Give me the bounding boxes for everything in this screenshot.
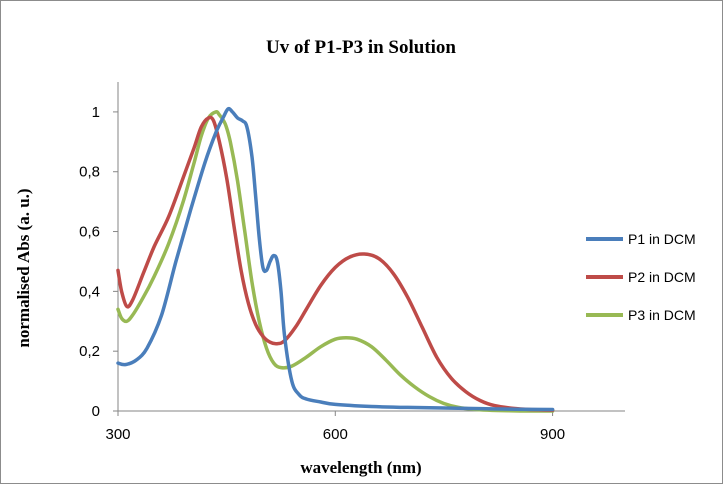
legend-label-p3: P3 in DCM [628, 307, 696, 323]
legend-label-p2: P2 in DCM [628, 269, 696, 285]
y-tick-label: 0,8 [79, 164, 100, 181]
x-tick-label: 300 [105, 426, 130, 443]
x-axis-title: wavelength (nm) [300, 458, 421, 477]
y-tick-label: 0,6 [79, 224, 100, 241]
y-axis-title: normalised Abs (a. u.) [14, 188, 33, 347]
y-tick-label: 0,2 [79, 343, 100, 360]
plot-axes: 0 0,2 0,4 0,6 0,8 1 300 600 900 [79, 82, 625, 443]
series-line-p1 [116, 106, 555, 412]
legend: P1 in DCM P2 in DCM P3 in DCM [586, 231, 696, 323]
series-line-p2 [116, 115, 555, 412]
legend-label-p1: P1 in DCM [628, 231, 696, 247]
x-tick-label: 900 [540, 426, 565, 443]
series-line-p3 [116, 110, 555, 413]
y-tick-label: 0,4 [79, 283, 100, 300]
chart-title: Uv of P1-P3 in Solution [266, 37, 456, 58]
series-layer [116, 106, 555, 413]
y-tick-label: 0 [92, 403, 100, 420]
x-tick-label: 600 [323, 426, 348, 443]
y-tick-label: 1 [92, 104, 100, 121]
